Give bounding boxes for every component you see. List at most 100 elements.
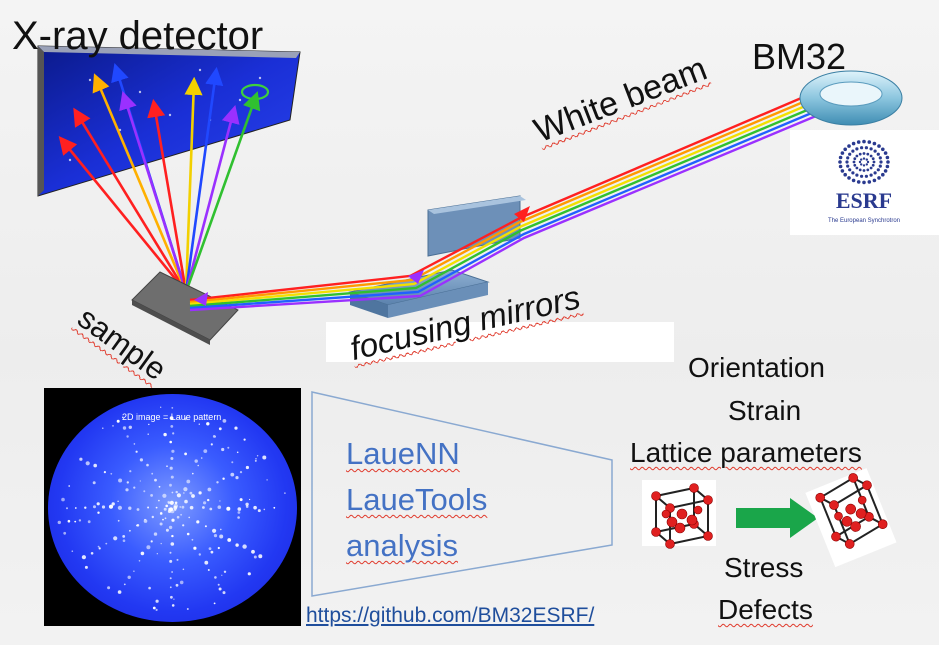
laue-spot (203, 501, 207, 505)
laue-spot (117, 590, 122, 594)
laue-spot (107, 586, 111, 590)
output-defects: Defects (718, 594, 813, 625)
esrf-dot (846, 164, 850, 168)
laue-spot (188, 516, 190, 519)
github-repo-link[interactable]: https://github.com/BM32ESRF/ (306, 604, 595, 627)
output-orientation: Orientation (688, 352, 825, 383)
laue-spot (208, 547, 212, 550)
laue-spot (206, 422, 210, 426)
laue-spot (74, 507, 77, 509)
laue-spot (165, 504, 168, 508)
esrf-dot (855, 154, 859, 158)
laue-spot (247, 572, 251, 576)
laue-spot (183, 492, 185, 494)
laue-spot (237, 507, 242, 511)
laue-spot (122, 539, 126, 542)
esrf-dot (846, 156, 850, 160)
laue-spot (169, 559, 173, 563)
laue-spot (92, 481, 96, 485)
esrf-dot (865, 158, 868, 161)
esrf-dot (862, 164, 866, 167)
esrf-dot (848, 168, 852, 172)
laue-spot (133, 570, 135, 572)
laue-spot (212, 528, 217, 533)
esrf-dot (883, 151, 888, 155)
output-lattice-parameters: Lattice parameters (630, 437, 862, 468)
esrf-dot (856, 180, 861, 184)
laue-spot (128, 506, 132, 510)
laue-spot (217, 583, 220, 586)
laue-spot (198, 553, 201, 556)
laue-spot (122, 426, 127, 430)
laue-spot (231, 461, 234, 464)
esrf-dot (862, 152, 866, 155)
laue-spot (170, 542, 175, 546)
esrf-dot (855, 173, 859, 177)
detector-title: X-ray detector (12, 14, 264, 58)
esrf-dot (851, 171, 855, 175)
laue-spot (207, 498, 210, 502)
laue-spot (136, 508, 140, 511)
laue-spot (116, 419, 120, 423)
esrf-dot (871, 163, 875, 167)
laue-spot (143, 490, 146, 493)
esrf-dot (872, 141, 877, 146)
laue-spot (253, 555, 257, 559)
laue-spot (218, 587, 222, 591)
laue-spot (117, 519, 120, 522)
xray-detector (37, 45, 301, 197)
laue-spot (204, 560, 209, 565)
storage-ring-icon (799, 70, 903, 126)
laue-spot (144, 518, 146, 521)
esrf-dot (855, 147, 859, 151)
laue-spot (273, 506, 276, 509)
laue-spot (111, 502, 115, 506)
laue-spot (255, 458, 257, 460)
laue-spot (222, 419, 227, 423)
laue-spot (172, 432, 175, 435)
laue-spot (146, 545, 151, 550)
laue-spot (97, 511, 100, 514)
laue-spot (227, 446, 230, 449)
laue-spot (245, 502, 249, 506)
laue-spot (176, 515, 180, 519)
laue-spot (110, 472, 113, 475)
laue-spot (257, 509, 261, 513)
laue-spots (57, 406, 286, 611)
laue-spot (168, 502, 170, 504)
esrf-dot (886, 160, 890, 164)
esrf-dot (862, 139, 866, 144)
laue-spot (168, 507, 171, 511)
transform-arrow-icon (736, 498, 818, 538)
laue-spot (105, 542, 108, 545)
crystal-structure-before (642, 480, 716, 549)
laue-spot (170, 425, 174, 428)
laue-spot (79, 457, 83, 461)
laue-spot (239, 498, 243, 502)
laue-spot (258, 554, 263, 559)
laue-spot (191, 538, 194, 541)
laue-spot (243, 438, 246, 441)
laue-spot (213, 602, 216, 605)
laue-spot (162, 493, 167, 498)
laue-spot (245, 465, 249, 470)
laue-spot (148, 423, 150, 426)
esrf-dot (840, 151, 845, 155)
laue-spot (103, 471, 106, 474)
esrf-dot (877, 176, 881, 180)
laue-spot (85, 461, 90, 466)
output-strain: Strain (728, 395, 802, 426)
laue-spot (143, 519, 148, 523)
laue-spot (214, 576, 217, 579)
esrf-dot (838, 160, 842, 164)
laue-spot (133, 486, 136, 489)
output-stress: Stress (724, 552, 804, 583)
esrf-dot (860, 163, 863, 166)
laue-spot (171, 449, 175, 453)
laue-spot (245, 505, 249, 508)
esrf-dot (885, 164, 890, 169)
laue-spot (218, 427, 222, 431)
esrf-dot (867, 140, 872, 144)
laue-spot (123, 583, 126, 586)
laue-spot (169, 483, 172, 487)
